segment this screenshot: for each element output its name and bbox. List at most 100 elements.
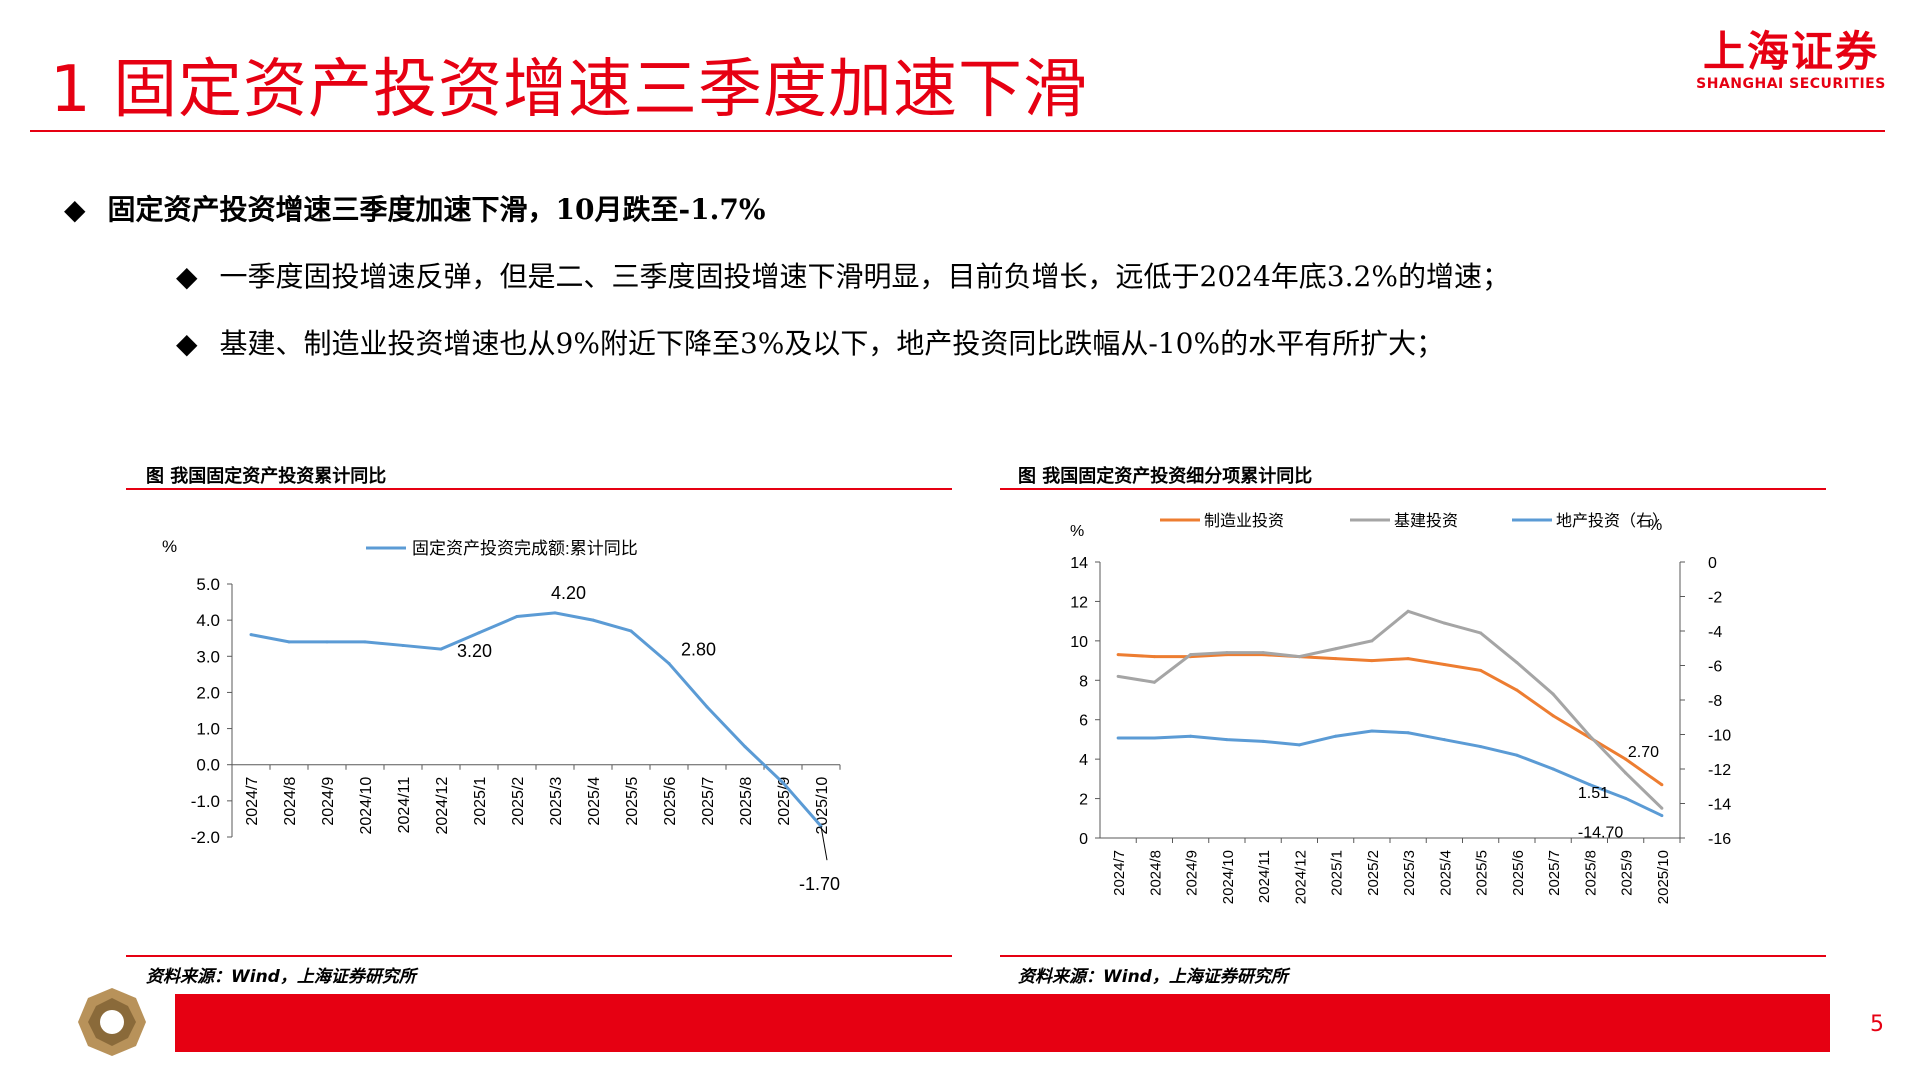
left-y-tick-label: 6: [1079, 713, 1088, 730]
chart1-title: 图 我国固定资产投资累计同比: [146, 462, 386, 488]
page-number: 5: [1870, 1012, 1884, 1037]
left-y-tick-label: 14: [1070, 555, 1088, 572]
data-point: [1660, 783, 1663, 786]
y-tick-label: -1.0: [191, 792, 220, 811]
x-tick-label: 2025/7: [700, 777, 717, 826]
x-tick-label: 2025/4: [1437, 850, 1454, 896]
series-line-1: [1118, 611, 1662, 808]
data-point: [1479, 631, 1482, 634]
logo-english: SHANGHAI SECURITIES: [1696, 76, 1886, 92]
main-bullet-text: 固定资产投资增速三季度加速下滑，10月跌至-1.7%: [108, 193, 766, 226]
data-point: [1552, 693, 1555, 696]
left-unit-label: %: [1070, 523, 1084, 540]
series-line-0: [1118, 655, 1662, 785]
right-y-tick-label: -6: [1708, 659, 1722, 676]
data-point: [1262, 651, 1265, 654]
chart1-bottom-rule: [126, 955, 952, 957]
x-tick-label: 2024/12: [434, 777, 451, 835]
chart1-source: 资料来源：Wind，上海证券研究所: [146, 962, 416, 987]
data-point: [1552, 768, 1555, 771]
x-tick-label: 2025/1: [472, 777, 489, 826]
sub-bullet-1: ◆ 一季度固投增速反弹，但是二、三季度固投增速下滑明显，目前负增长，远低于2024…: [176, 255, 1510, 295]
data-point: [1624, 771, 1627, 774]
data-point: [1262, 740, 1265, 743]
right-y-tick-label: -4: [1708, 624, 1722, 641]
data-point: [1117, 675, 1120, 678]
right-y-tick-label: -2: [1708, 590, 1722, 607]
data-point: [1660, 807, 1663, 810]
chart2-title: 图 我国固定资产投资细分项累计同比: [1018, 462, 1312, 488]
x-tick-label: 2024/10: [358, 777, 375, 835]
logo-chinese: 上海证券: [1696, 28, 1886, 76]
left-y-tick-label: 8: [1079, 673, 1088, 690]
data-point: [1334, 657, 1337, 660]
y-tick-label: 0.0: [196, 756, 220, 775]
x-tick-label: 2024/8: [1147, 850, 1164, 896]
x-tick-label: 2025/6: [1510, 850, 1527, 896]
x-tick-label: 2025/8: [738, 777, 755, 826]
data-point: [1479, 669, 1482, 672]
sub-bullet-1-text: 一季度固投增速反弹，但是二、三季度固投增速下滑明显，目前负增长，远低于2024年…: [220, 260, 1510, 293]
x-tick-label: 2025/9: [1619, 850, 1636, 896]
data-point: [1334, 735, 1337, 738]
left-y-tick-label: 0: [1079, 831, 1088, 848]
data-point: [1515, 661, 1518, 664]
company-emblem-icon: [76, 986, 148, 1058]
data-point: [402, 644, 405, 647]
fai-yoy-chart: % 固定资产投资完成额:累计同比 5.0 4.0 3.0 2.0 1.0 0.0 -1.0 -2.…: [126, 500, 952, 940]
data-point: [1624, 797, 1627, 800]
data-point: [782, 781, 785, 784]
data-label: -1.70: [799, 874, 840, 894]
right-y-tick-label: -10: [1708, 728, 1731, 745]
left-y-tick-label: 4: [1079, 752, 1088, 769]
x-tick-label: 2024/9: [1184, 850, 1201, 896]
data-label: 2.80: [681, 640, 716, 660]
data-point: [668, 662, 671, 665]
x-tick-label: 2025/6: [662, 777, 679, 826]
diamond-bullet-icon: ◆: [176, 327, 198, 360]
x-tick-label: 2025/8: [1582, 850, 1599, 896]
data-point: [1479, 745, 1482, 748]
chart2-bottom-rule: [1000, 955, 1826, 957]
company-logo: 上海证券 SHANGHAI SECURITIES: [1696, 28, 1886, 92]
data-point: [516, 615, 519, 618]
diamond-bullet-icon: ◆: [176, 260, 198, 293]
x-tick-label: 2025/2: [510, 777, 527, 826]
data-point: [1552, 714, 1555, 717]
main-bullet: ◆ 固定资产投资增速三季度加速下滑，10月跌至-1.7%: [64, 188, 765, 228]
footer-bar: [175, 994, 1830, 1052]
right-y-tick-label: -8: [1708, 693, 1722, 710]
data-point: [1298, 743, 1301, 746]
data-point: [1189, 735, 1192, 738]
data-label: -14.70: [1578, 825, 1623, 842]
x-tick-label: 2025/2: [1365, 850, 1382, 896]
data-point: [1443, 663, 1446, 666]
data-label: 2.70: [1628, 744, 1659, 761]
y-tick-label: -2.0: [191, 828, 220, 847]
x-tick-label: 2025/3: [548, 777, 565, 826]
data-point: [1407, 610, 1410, 613]
series-line-2: [1118, 731, 1662, 816]
data-point: [440, 648, 443, 651]
x-tick-label: 2025/3: [1401, 850, 1418, 896]
chart2-source: 资料来源：Wind，上海证券研究所: [1018, 962, 1288, 987]
x-tick-label: 2025/4: [586, 777, 603, 826]
x-tick-label: 2024/7: [1111, 850, 1128, 896]
data-point: [1153, 736, 1156, 739]
y-tick-label: 3.0: [196, 647, 220, 666]
data-point: [326, 640, 329, 643]
data-point: [1189, 653, 1192, 656]
data-point: [1588, 734, 1591, 737]
header-divider: [30, 130, 1885, 132]
y-unit-label: %: [162, 537, 177, 556]
data-point: [1225, 738, 1228, 741]
y-tick-label: 2.0: [196, 683, 220, 702]
right-y-tick-label: 0: [1708, 555, 1717, 572]
data-point: [1407, 657, 1410, 660]
x-tick-label: 2024/10: [1220, 850, 1237, 904]
legend-label: 固定资产投资完成额:累计同比: [412, 539, 638, 558]
x-tick-label: 2025/5: [1474, 850, 1491, 896]
sub-bullet-2-text: 基建、制造业投资增速也从9%附近下降至3%及以下，地产投资同比跌幅从-10%的水…: [220, 327, 1445, 360]
y-tick-label: 4.0: [196, 611, 220, 630]
x-tick-label: 2024/11: [396, 777, 413, 834]
